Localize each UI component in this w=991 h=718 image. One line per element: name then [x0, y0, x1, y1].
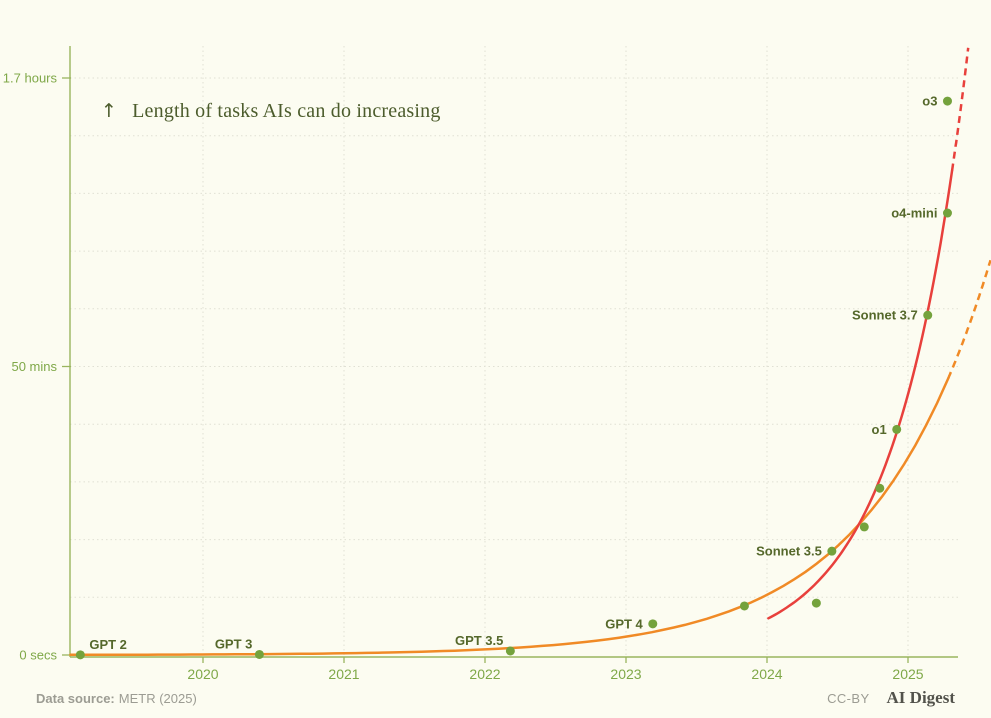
- data-point: [811, 598, 821, 608]
- point-label: o4-mini: [891, 206, 937, 221]
- trend-curve-dashed: [950, 47, 970, 171]
- data-point: [875, 483, 885, 493]
- data-source-value: METR (2025): [118, 691, 197, 706]
- point-label: Sonnet 3.7: [852, 308, 918, 323]
- data-point: [827, 546, 837, 556]
- point-label: Sonnet 3.5: [756, 544, 822, 559]
- data-source-label: Data source:: [36, 691, 115, 706]
- x-tick-label: 2024: [751, 666, 782, 682]
- data-point: [923, 310, 933, 320]
- point-label: o3: [922, 94, 937, 109]
- x-tick-label: 2025: [892, 666, 923, 682]
- point-label: GPT 3.5: [455, 633, 503, 648]
- data-point: [942, 96, 952, 106]
- x-tick-label: 2021: [328, 666, 359, 682]
- y-tick-label: 0 secs: [19, 648, 57, 663]
- up-arrow-icon: ↑: [101, 100, 118, 122]
- data-point: [942, 208, 952, 218]
- data-point: [254, 649, 264, 659]
- brand-logo[interactable]: AI Digest: [886, 688, 955, 707]
- data-point: [739, 601, 749, 611]
- trend-curve-dashed: [947, 259, 991, 379]
- data-point: [505, 646, 515, 656]
- y-tick-label: 50 mins: [11, 359, 57, 374]
- data-point: [859, 522, 869, 532]
- trend-curve-solid: [69, 377, 950, 657]
- data-point: [648, 619, 658, 629]
- chart-title: ↑ Length of tasks AIs can do increasing: [101, 100, 441, 123]
- point-label: GPT 2: [89, 637, 127, 652]
- point-label: GPT 4: [605, 616, 643, 631]
- data-point: [892, 424, 902, 434]
- trend-curve-solid: [767, 169, 954, 620]
- data-point: [75, 650, 85, 660]
- attribution: CC-BY AI Digest: [827, 688, 955, 708]
- x-tick-label: 2023: [610, 666, 641, 682]
- license-label: CC-BY: [827, 691, 870, 706]
- data-source: Data source: METR (2025): [36, 691, 197, 706]
- x-tick-label: 2020: [187, 666, 218, 682]
- x-tick-label: 2022: [469, 666, 500, 682]
- point-label: o1: [872, 422, 887, 437]
- point-label: GPT 3: [215, 636, 253, 651]
- chart-title-text: Length of tasks AIs can do increasing: [132, 100, 441, 122]
- y-tick-label: 1.7 hours: [3, 71, 58, 86]
